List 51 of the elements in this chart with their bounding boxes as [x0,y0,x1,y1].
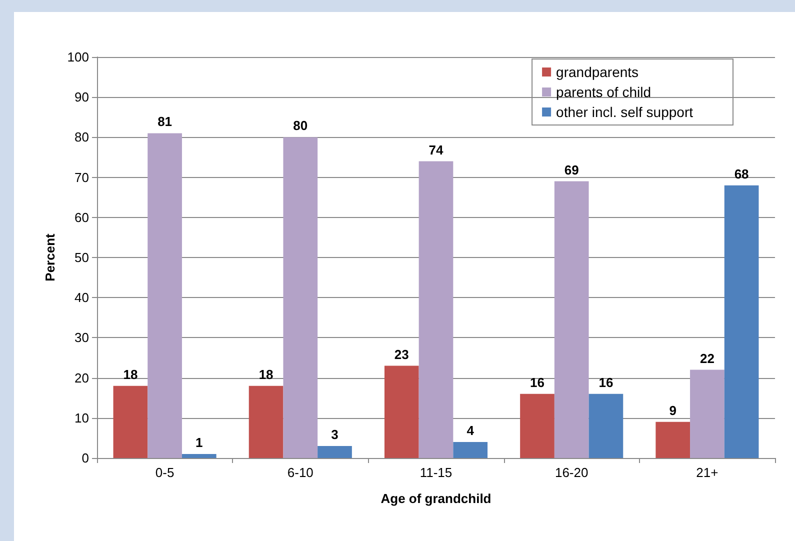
data-label: 4 [466,422,475,438]
bar [588,394,624,458]
y-tick-label: 100 [67,50,89,64]
bar [690,370,724,458]
bar [248,386,284,458]
y-tick-label: 90 [74,90,89,105]
data-label: 18 [258,366,274,382]
y-tick-label: 50 [74,250,89,265]
data-label: 18 [123,366,138,382]
data-label: 74 [428,142,444,158]
bar [453,442,488,458]
bar [724,185,759,458]
legend-label: grandparents [556,64,639,80]
y-tick-label: 70 [74,170,89,185]
y-tick-label: 0 [82,450,89,466]
y-tick-label: 60 [74,210,89,225]
bar [148,133,182,458]
bar [283,137,318,458]
y-tick-label: 30 [74,330,89,346]
bar [554,181,589,458]
bar [113,386,148,458]
legend-label: other incl. self support [556,104,694,120]
bar [656,422,690,458]
y-tick-label: 40 [74,290,89,306]
data-label: 80 [293,118,308,134]
data-label: 3 [331,426,338,442]
legend-label: parents of child [556,84,651,100]
data-label: 16 [530,374,544,390]
x-tick-label: 21+ [696,465,718,480]
data-label: 22 [700,350,714,366]
x-tick-label: 0-5 [155,465,174,480]
x-tick-label: 11-15 [420,465,452,480]
data-label: 23 [394,346,409,362]
y-tick-label: 10 [74,410,89,426]
y-axis-title: Percent [42,232,58,282]
bar [520,394,554,458]
data-label: 9 [669,402,676,418]
y-tick-label: 80 [74,130,89,145]
data-label: 1 [196,434,203,450]
bar [182,454,216,458]
bar [384,366,419,458]
data-label: 69 [564,162,579,178]
data-label: 68 [734,166,749,182]
bar [318,446,352,458]
bar [418,161,454,458]
data-label: 16 [598,374,614,390]
y-tick-label: 20 [74,370,89,386]
data-label: 81 [158,114,172,130]
x-tick-label: 16-20 [554,465,588,480]
x-tick-label: 6-10 [287,465,314,480]
x-axis-title: Age of grandchild [380,491,492,506]
